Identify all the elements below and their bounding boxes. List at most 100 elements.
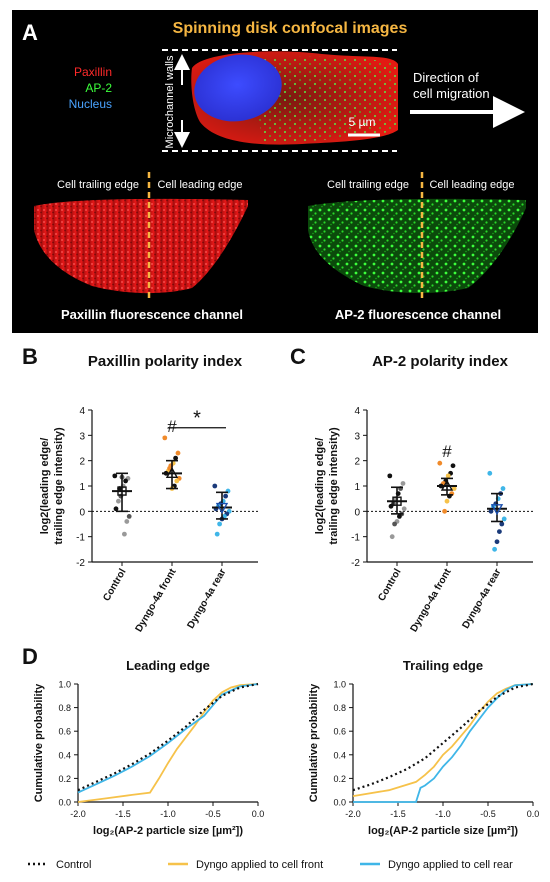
paxillin-ytick-label-1: -1 [76, 533, 85, 544]
paxillin-ytick-label-5: 3 [79, 431, 85, 442]
ap2-ytick-label-1: -1 [351, 533, 360, 544]
trailing-edge-series-2 [353, 683, 534, 803]
merged-cell-ap2-overlay [252, 56, 398, 142]
ap2-ylabel-line2: trailing edge intensity) [328, 427, 340, 545]
paxillin-point-1-0 [162, 435, 168, 441]
paxillin-point-2-11 [217, 521, 223, 527]
ap2-ytick-label-0: -2 [351, 558, 360, 569]
trailing-edge-ytick-label-0: 0.0 [333, 798, 346, 808]
ap2-category-label-0: Control [376, 567, 403, 603]
trailing-edge-title: Trailing edge [403, 658, 483, 673]
leading-edge-xtick-label-4: 0.0 [252, 809, 265, 819]
paxillin-ylabel-line2: trailing edge intensity) [53, 427, 65, 545]
ap2-ytick-label-4: 2 [354, 457, 360, 468]
paxillin-point-0-8 [124, 519, 130, 524]
trailing-edge-xtick-label-1: -1.5 [390, 809, 406, 819]
leading-edge-series-1 [77, 683, 259, 803]
paxillin-point-0-5 [116, 498, 121, 504]
ap2-point-2-8 [499, 521, 505, 527]
ap2-point-1-3 [445, 473, 451, 479]
paxillin-point-2-12 [214, 531, 220, 537]
direction-label-line2: cell migration [413, 86, 490, 101]
legend-paxillin: Paxillin [74, 65, 112, 79]
panel-a-label: A [22, 20, 38, 45]
ap2-hash-annotation: # [442, 442, 452, 461]
ap2-point-1-11 [442, 508, 447, 514]
paxillin-mean-marker-0 [117, 486, 127, 496]
paxillin-point-2-0 [212, 483, 218, 489]
leading-edge-ytick-label-5: 1.0 [58, 680, 71, 690]
paxillin-category-label-0: Control [101, 567, 128, 603]
ap2-mean-marker-1 [440, 479, 454, 491]
trailing-edge-ytick-label-5: 1.0 [333, 680, 346, 690]
ap2-point-2-9 [497, 529, 502, 534]
microchannel-walls-label: Microchannel walls [164, 55, 176, 148]
ap2-category-label-2: Dyngo-4a rear [460, 567, 503, 631]
paxillin-ytick-label-2: 0 [79, 507, 85, 518]
panel-a-microscopy: A Spinning disk confocal images Paxillin… [12, 10, 538, 333]
ap2-category-label-1: Dyngo-4a front [409, 566, 454, 634]
paxillin-point-0-7 [126, 514, 132, 519]
trailing-edge-xtick-label-4: 0.0 [527, 809, 540, 819]
leading-edge-xtick-label-3: -0.5 [205, 809, 221, 819]
ap2-mean-marker-2 [490, 504, 504, 516]
ap2-channel-image [308, 198, 526, 294]
leading-edge-series-0 [77, 682, 259, 792]
legend-rear-label: Dyngo applied to cell rear [388, 859, 513, 871]
ap2-point-1-1 [450, 463, 456, 469]
paxillin-ytick-label-6: 4 [79, 406, 85, 417]
ap2-point-1-7 [451, 486, 457, 491]
ap2-ylabel-line1: log2(leading edge/ [314, 438, 326, 535]
ap2-point-0-9 [397, 514, 402, 519]
paxillin-point-0-9 [122, 531, 127, 537]
ap2-point-2-0 [487, 470, 493, 476]
paxillin-ytick-label-0: -2 [76, 558, 85, 569]
paxillin-category-label-2: Dyngo-4a rear [185, 567, 228, 631]
ap2-point-2-11 [492, 546, 497, 552]
paxillin-mean-marker-2 [215, 502, 229, 514]
trailing-edge-cdf-chart: Trailing edge Cumulative probability log₂(… [308, 658, 540, 837]
nucleus-image [194, 54, 282, 122]
paxillin-point-2-2 [223, 493, 229, 499]
ap2-point-0-11 [392, 521, 397, 527]
leading-edge-ytick-label-2: 0.4 [58, 750, 71, 760]
cdf-legend: Control Dyngo applied to cell front Dyng… [28, 859, 513, 871]
paxillin-ytick-label-3: 1 [79, 482, 85, 493]
paxillin-point-1-8 [174, 478, 180, 484]
paxillin-ytick-label-4: 2 [79, 457, 85, 468]
leading-edge-title: Leading edge [126, 658, 210, 673]
ap2-point-2-1 [500, 486, 506, 491]
ap2-ytick-label-2: 0 [354, 507, 360, 518]
paxillin-point-0-6 [113, 506, 119, 512]
panel-c-label: C [290, 344, 306, 369]
paxillin-mean-marker-1 [165, 466, 179, 479]
trailing-edge-xtick-label-3: -0.5 [480, 809, 496, 819]
trailing-edge-xtick-label-0: -2.0 [345, 809, 361, 819]
legend-nucleus: Nucleus [69, 97, 112, 111]
trailing-edge-xtick-label-2: -1.0 [435, 809, 451, 819]
scalebar-label: 5 µm [349, 115, 376, 129]
paxillin-point-0-2 [123, 478, 128, 484]
ap2-point-0-6 [388, 503, 394, 509]
legend-control-label: Control [56, 859, 91, 871]
pax-leading-label: Cell leading edge [157, 179, 242, 191]
paxillin-category-label-1: Dyngo-4a front [134, 566, 179, 634]
leading-edge-xtick-label-0: -2.0 [70, 809, 86, 819]
paxillin-channel-image [34, 198, 248, 294]
paxillin-point-1-2 [173, 455, 179, 461]
ap2-ytick-label-6: 4 [354, 406, 360, 417]
paxillin-ylabel-line1: log2(leading edge/ [39, 438, 51, 535]
ap2-ytick-label-5: 3 [354, 431, 360, 442]
trailing-edge-ytick-label-4: 0.8 [333, 703, 346, 713]
ap2-point-1-10 [444, 498, 450, 504]
panel-a-title: Spinning disk confocal images [173, 20, 408, 37]
paxillin-hash-annotation: # [167, 417, 177, 436]
leading-edge-ylabel: Cumulative probability [33, 683, 45, 802]
leading-edge-xtick-label-2: -1.0 [160, 809, 176, 819]
ap2-point-2-6 [488, 508, 494, 514]
leading-edge-series-2 [77, 683, 259, 794]
panel-d-label: D [22, 644, 38, 669]
ap2-title: AP-2 polarity index [372, 353, 509, 370]
ap2-mean-marker-0 [392, 496, 402, 506]
leading-edge-ytick-label-4: 0.8 [58, 703, 71, 713]
